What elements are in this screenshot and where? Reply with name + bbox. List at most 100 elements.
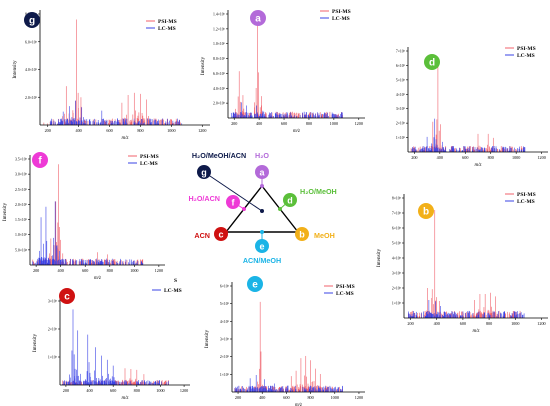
y-tick-label: 2×10⁵ (396, 122, 406, 126)
x-tick-label: 600 (460, 321, 466, 326)
y-tick-label: 7×10⁵ (392, 212, 402, 216)
triangle-node-b: b MeOH (295, 227, 335, 241)
y-tick-label: 2.5×10⁵ (15, 188, 28, 192)
x-tick-label: 800 (137, 128, 143, 133)
x-tick-label: 1200 (198, 128, 206, 133)
legend-label-psi: PSI-MS (158, 19, 177, 25)
y-tick-label: 3.0×10⁵ (15, 173, 28, 177)
badge-letter: d (429, 58, 435, 69)
panel-d: 200 400 600 800 1000 1200 m/z 1×10⁵ 2×10⁵ 3×10⁵ 4×… (396, 46, 548, 168)
node-letter: d (287, 196, 293, 206)
badge-circle (32, 152, 48, 168)
node-circle (255, 239, 269, 253)
badge-d: d (424, 54, 440, 70)
badge-circle (418, 203, 434, 219)
x-tick-label: 1200 (355, 121, 363, 126)
node-circle (214, 227, 228, 241)
node-letter: g (201, 168, 207, 178)
x-tick-label: 200 (33, 268, 39, 273)
series-psi-g (43, 19, 181, 125)
x-tick-label: 200 (63, 388, 69, 393)
series-psi-b (408, 210, 522, 318)
y-tick-label: 3×10⁵ (392, 272, 402, 276)
solvent-triangle: g H₂O/MeOH/ACN a H₂O d H₂O/MeOH b MeOH e ACN/MeOH… (188, 151, 336, 265)
badge-circle (247, 276, 263, 292)
x-tick-label: 800 (306, 121, 312, 126)
y-tick-label: 4×10⁵ (396, 93, 406, 97)
x-tick-label: 600 (82, 268, 88, 273)
legend-label-lc: LC-MS (517, 53, 535, 59)
panel-f: 200 400 600 800 1000 1200 m/z 5.0×10⁴ 1.0×10⁵ 1.5… (2, 152, 165, 281)
y-tick-label: 4.0×10⁵ (25, 68, 38, 72)
x-tick-label: 600 (462, 155, 468, 160)
y-tick-label: 1.0×10⁶ (213, 42, 226, 46)
series-lc-e (234, 375, 343, 392)
series-lc-b (408, 300, 525, 318)
x-tick-label: 400 (434, 321, 440, 326)
y-axis-label: Intensity (32, 334, 38, 353)
series-psi-f (32, 164, 144, 265)
node-label-b: MeOH (314, 231, 335, 240)
legend-label-psi: PSI-MS (332, 9, 351, 15)
y-tick-label: 8×10⁵ (392, 197, 402, 201)
y-tick-label: 3×10⁵ (48, 300, 58, 304)
node-circle (255, 165, 269, 179)
node-letter: a (259, 168, 265, 178)
y-tick-label: 4.0×10⁵ (213, 87, 226, 91)
triangle-node-g: g H₂O/MeOH/ACN (192, 151, 264, 213)
y-tick-label: 1×10⁵ (396, 136, 406, 140)
y-tick-label: 5×10⁵ (396, 78, 406, 82)
panel-c: 200 400 600 800 1000 1200 m/z 1×10⁵ 2×10⁵ 3×10⁵ In… (32, 278, 190, 401)
legend-label-psi: PSI-MS (517, 192, 536, 198)
x-axis-label: m/z (475, 163, 482, 168)
y-tick-label: 6×10⁵ (392, 227, 402, 231)
x-tick-label: 1000 (167, 128, 175, 133)
x-tick-label: 200 (45, 128, 51, 133)
y-tick-label: 2×10⁵ (392, 287, 402, 291)
y-tick-label: 2.0×10⁵ (213, 102, 226, 106)
node-letter: b (299, 230, 305, 240)
node-circle (197, 165, 211, 179)
panel-b: 200 400 600 800 1000 1200 m/z 1×10⁵ 2×10⁵ 3×10⁵ 4×… (376, 192, 548, 334)
x-axis-label: m/z (295, 403, 302, 406)
node-label-f: H₂O/ACN (188, 194, 220, 203)
node-letter: f (232, 198, 236, 208)
x-tick-label: 200 (411, 155, 417, 160)
y-tick-label: 6.0×10⁵ (213, 72, 226, 76)
legend-label-lc: LC-MS (158, 26, 176, 32)
x-tick-label: 600 (283, 395, 289, 400)
badge-letter: a (255, 14, 261, 25)
node-anchor-dot (278, 207, 282, 211)
legend-label-psi: PSI-MS (517, 46, 536, 52)
x-tick-label: 1000 (130, 268, 138, 273)
y-tick-label: 1.5×10⁵ (15, 218, 28, 222)
y-axis-label: Intensity (200, 57, 206, 76)
x-tick-label: 800 (486, 321, 492, 326)
x-tick-label: 1200 (355, 395, 363, 400)
x-tick-label: 600 (106, 128, 112, 133)
x-tick-label: 200 (235, 395, 241, 400)
node-anchor-dot (260, 184, 264, 188)
y-axis-label: Intensity (2, 203, 8, 222)
x-tick-label: 1200 (180, 388, 188, 393)
badge-circle (250, 10, 266, 26)
x-axis-label: m/z (94, 276, 101, 281)
y-axis-label: Intensity (376, 249, 382, 268)
y-tick-label: 2×10⁵ (48, 328, 58, 332)
y-tick-label: 1.0×10⁵ (15, 233, 28, 237)
x-tick-label: 800 (307, 395, 313, 400)
series-lc-f (32, 201, 144, 265)
y-tick-label: 4×10⁵ (220, 320, 230, 324)
badge-circle (59, 288, 75, 304)
y-tick-label: 8.0×10⁵ (213, 57, 226, 61)
panel-g: 200 400 600 800 1000 1200 m/z 2.0×10⁵ 4.0×10⁵ 6.0… (12, 10, 210, 141)
badge-c: c (59, 288, 75, 304)
badge-circle (424, 54, 440, 70)
series-psi-a (234, 16, 343, 118)
x-tick-label: 400 (58, 268, 64, 273)
badge-a: a (250, 10, 266, 26)
